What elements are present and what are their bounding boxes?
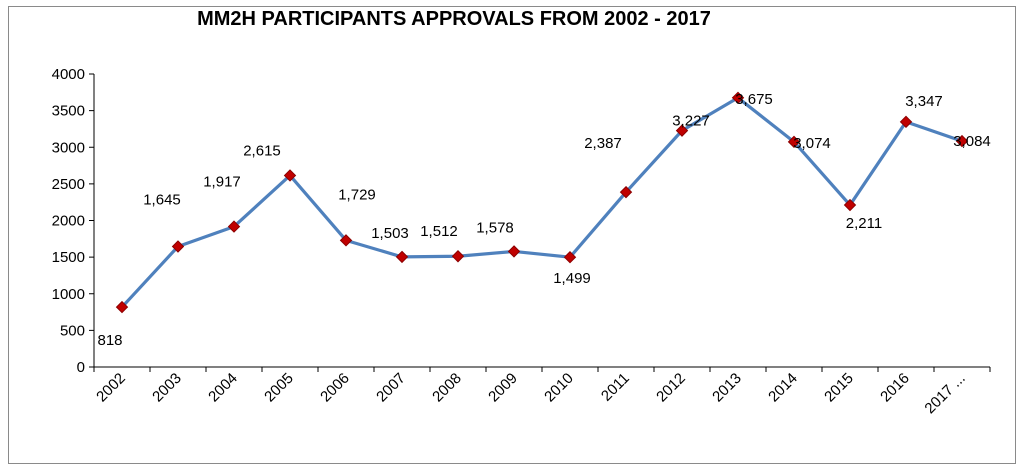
marker-layer — [115, 91, 969, 314]
y-tick-label: 0 — [77, 359, 85, 376]
y-tick-label: 500 — [60, 322, 85, 339]
data-point-marker — [675, 124, 689, 137]
data-label: 3,227 — [672, 113, 710, 130]
data-point-marker — [171, 240, 185, 253]
data-label: 3,074 — [793, 135, 831, 152]
data-label: 3,347 — [905, 93, 943, 110]
series-line — [120, 96, 963, 309]
data-point-marker — [563, 250, 577, 264]
data-label: 1,729 — [338, 186, 376, 203]
data-point-marker — [395, 250, 409, 264]
x-tick-label: 2009 — [485, 370, 521, 406]
data-label: 2,387 — [584, 135, 622, 152]
data-point-marker — [339, 234, 353, 247]
data-label: 818 — [97, 332, 122, 349]
x-tick-label: 2007 — [373, 370, 409, 406]
x-tick-label: 2002 — [93, 370, 129, 406]
y-tick-label: 1500 — [52, 249, 85, 266]
data-point-marker — [787, 135, 801, 149]
data-point-marker — [731, 91, 745, 105]
y-tick-label: 2000 — [52, 213, 85, 230]
y-tick-label: 1000 — [52, 286, 85, 303]
x-tick-label: 2010 — [541, 370, 577, 406]
chart-title: MM2H PARTICIPANTS APPROVALS FROM 2002 - … — [197, 8, 711, 30]
x-tick-label: 2012 — [653, 370, 689, 406]
data-label: 2,211 — [846, 215, 882, 232]
data-point-marker — [115, 300, 129, 314]
data-point-marker — [451, 250, 465, 263]
x-tick-label: 2016 — [877, 370, 913, 406]
data-point-marker — [507, 245, 521, 258]
data-label: 1,645 — [143, 192, 181, 209]
x-tick-label: 2014 — [765, 370, 801, 406]
x-tick-label: 2008 — [429, 370, 465, 406]
data-label: 1,503 — [371, 225, 409, 242]
y-tick-label: 4000 — [52, 66, 85, 83]
y-tick-label: 3500 — [52, 103, 85, 120]
x-tick-label: 2013 — [709, 370, 745, 406]
data-label: 3,675 — [735, 91, 773, 108]
x-tick-label: 2003 — [149, 370, 185, 406]
data-point-marker — [619, 185, 633, 199]
chart-frame — [8, 6, 1016, 464]
data-label: 3,084 — [953, 133, 991, 150]
data-label: 1,512 — [420, 223, 458, 240]
data-point-marker — [843, 198, 857, 212]
x-tick-label: 2004 — [205, 370, 241, 406]
data-label: 1,917 — [203, 174, 241, 191]
data-label: 1,578 — [476, 219, 514, 236]
data-point-marker — [899, 115, 913, 129]
data-point-marker — [955, 134, 969, 148]
y-tick-label: 3000 — [52, 139, 85, 156]
x-tick-label: 2017 ... — [921, 370, 968, 417]
x-tick-label: 2006 — [317, 370, 353, 406]
x-tick-label: 2015 — [821, 370, 857, 406]
data-label: 2,615 — [243, 142, 281, 159]
x-tick-label: 2005 — [261, 370, 297, 406]
y-tick-label: 2500 — [52, 176, 85, 193]
data-point-marker — [283, 169, 297, 182]
data-label: 1,499 — [553, 270, 591, 287]
x-tick-label: 2011 — [598, 370, 633, 405]
series-line-layer — [120, 96, 963, 309]
data-point-marker — [227, 220, 241, 233]
